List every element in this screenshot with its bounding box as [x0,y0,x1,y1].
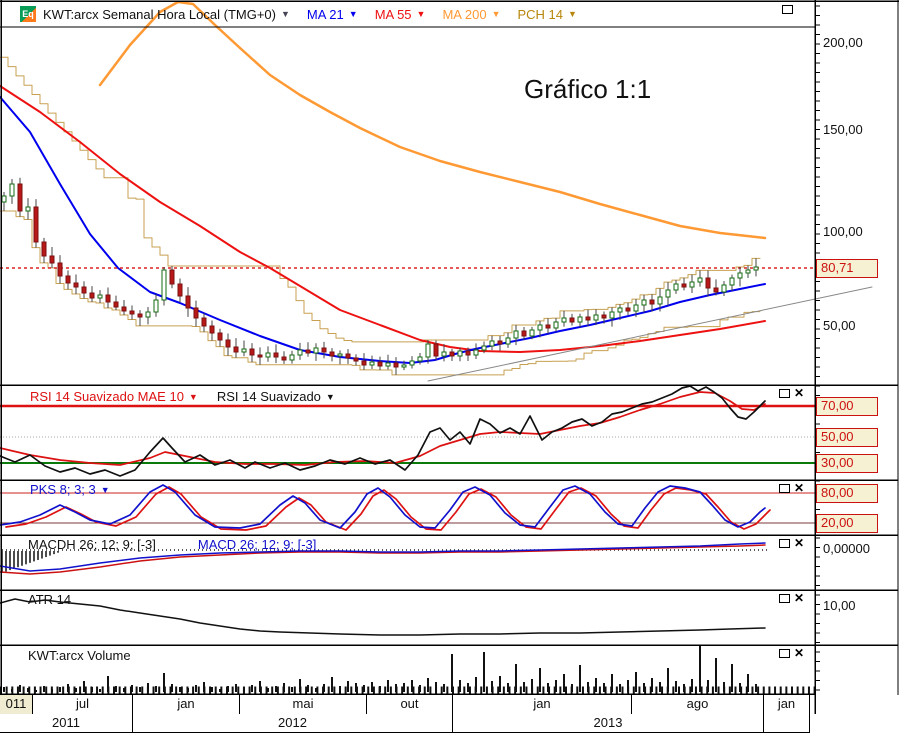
close-icon[interactable]: ✕ [794,536,805,550]
year-cell: 2012 [133,714,453,732]
maximize-icon[interactable] [779,483,790,493]
close-icon[interactable]: ✕ [794,481,805,495]
macd-panel-header: MACDH 26; 12; 9; [-3] MACD 26; 12; 9; [-… [28,537,316,552]
pks-level-label: 80,00 [816,484,878,503]
year-cell [764,714,810,732]
chart-title: KWT:arcx Semanal Hora Local (TMG+0) [43,6,276,22]
atr-scale-label: 10,00 [823,598,856,613]
indicator-legend: MA 21 ▼ MA 55 ▼ MA 200 ▼ PCH 14 ▼ [295,7,582,22]
chevron-down-icon[interactable]: ▼ [491,9,501,19]
rsi-level-label: 50,00 [816,428,878,447]
close-icon[interactable]: ✕ [794,591,805,605]
panel-window-controls [782,5,793,14]
month-cell: jan [133,695,240,714]
pks-panel-header: PKS 8; 3; 3 ▼ [30,482,115,497]
chevron-down-icon[interactable]: ▼ [568,9,577,19]
maximize-icon[interactable] [779,648,790,658]
month-cell: jul [33,695,133,714]
rsi-panel-header: RSI 14 Suavizado MAE 10 ▼ RSI 14 Suaviza… [30,389,340,404]
scale-label: 50,00 [823,318,856,333]
chevron-down-icon[interactable]: ▼ [280,9,290,19]
chevron-down-icon[interactable]: ▼ [348,9,358,19]
maximize-icon[interactable] [779,593,790,603]
macd-zero-label: 0,00000 [823,541,870,556]
month-cell: ago [632,695,764,714]
legend-item-pch-14[interactable]: PCH 14 [517,6,564,22]
chart-annotation: Gráfico 1:1 [524,74,652,104]
legend-item-ma-55[interactable]: MA 55 [374,6,412,22]
scale-label: 150,00 [823,122,863,137]
chart-header: Eq KWT:arcx Semanal Hora Local (TMG+0) ▼… [20,4,582,24]
pks-label[interactable]: PKS 8; 3; 3 [30,482,96,497]
atr-panel-header: ATR 14 [28,592,71,607]
legend-item-ma-200[interactable]: MA 200 [442,6,487,22]
volume-label: KWT:arcx Volume [28,648,131,663]
scale-label: 100,00 [823,224,863,239]
chevron-down-icon[interactable]: ▼ [100,484,110,495]
month-cell: mai [240,695,367,714]
year-cell: 2013 [453,714,764,732]
macd-label[interactable]: MACD 26; 12; 9; [-3] [197,537,317,552]
month-cell: jan [453,695,632,714]
panel-window-controls: ✕ [779,386,805,400]
scale-label: 200,00 [823,35,863,50]
month-cell: jan [764,695,810,714]
rsi-label[interactable]: RSI 14 Suavizado [216,389,321,404]
month-cell: out [367,695,453,714]
legend-item-ma-21[interactable]: MA 21 [306,6,344,22]
panel-window-controls: ✕ [779,536,805,550]
volume-panel-header: KWT:arcx Volume [28,648,131,663]
close-icon[interactable]: ✕ [794,386,805,400]
maximize-icon[interactable] [779,388,790,398]
atr-label: ATR 14 [28,592,72,607]
last-price-label: 80,71 [816,259,878,278]
panel-window-controls: ✕ [779,591,805,605]
month-cell: 011 [0,695,33,714]
chevron-down-icon[interactable]: ▼ [325,391,335,402]
chevron-down-icon[interactable]: ▼ [188,391,198,402]
equity-icon: Eq [20,6,36,22]
rsi-level-label: 70,00 [816,397,878,416]
chevron-down-icon[interactable]: ▼ [416,9,426,19]
maximize-icon[interactable] [779,538,790,548]
macdh-label[interactable]: MACDH 26; 12; 9; [-3] [28,537,156,552]
pks-level-label: 20,00 [816,514,878,533]
rsi-level-label: 30,00 [816,454,878,473]
close-icon[interactable]: ✕ [794,646,805,660]
rsi-mae-label[interactable]: RSI 14 Suavizado MAE 10 [30,389,184,404]
maximize-icon[interactable] [782,5,793,14]
year-cell: 2011 [0,714,133,732]
panel-window-controls: ✕ [779,481,805,495]
panel-window-controls: ✕ [779,646,805,660]
